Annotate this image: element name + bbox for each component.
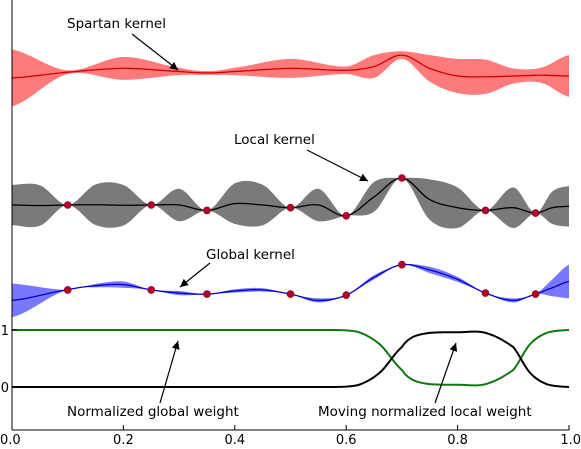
x-tick-label: 0.0 (0, 433, 21, 448)
local-observation-point (481, 206, 490, 215)
global-observation-point (398, 260, 406, 269)
annotation-global-kernel: Global kernel (206, 247, 295, 263)
global-observation-point (286, 290, 295, 298)
local-weight-arrow (434, 342, 457, 404)
spartan-arrow-head (169, 61, 178, 70)
local-observation-point (63, 201, 72, 209)
local-arrow-head (359, 173, 368, 181)
x-tick-label: 0.6 (336, 433, 357, 448)
local-observation-point (531, 209, 540, 217)
annotation-local-kernel: Local kernel (234, 132, 315, 148)
local-arrow (306, 149, 369, 182)
global-observation-point (63, 286, 72, 294)
y-tick-label: 1 (1, 324, 9, 339)
global-observation-point (531, 290, 540, 298)
local-observation-point (286, 203, 295, 212)
spartan-arrow (131, 33, 179, 71)
x-tick-label: 1.0 (560, 433, 581, 448)
global-weight-arrow (159, 340, 179, 404)
x-tick-label: 0.2 (113, 433, 134, 448)
local-observation-point (203, 206, 211, 215)
spartan-kernel-uncertainty-band (12, 49, 569, 107)
x-tick-label: 0.4 (224, 433, 245, 448)
annotation-normalized-global-weight: Normalized global weight (67, 404, 239, 420)
y-tick-label: 0 (1, 381, 9, 396)
local-observation-point (398, 174, 406, 182)
local-observation-point (342, 212, 351, 220)
x-tick-label: 0.8 (447, 433, 468, 448)
global-weight-line (12, 329, 569, 387)
spartan-kernel-mean-line (12, 54, 569, 79)
annotation-spartan-kernel: Spartan kernel (67, 16, 166, 32)
local-weight-line (12, 330, 569, 388)
global-observation-point (481, 289, 490, 297)
local-weight-arrow-head (449, 343, 458, 352)
global-observation-point (147, 286, 156, 294)
global-arrow-head (180, 278, 189, 287)
local-kernel-uncertainty-band (12, 177, 569, 229)
global-observation-point (342, 291, 351, 299)
global-weight-arrow-head (171, 341, 180, 350)
annotation-moving-normalized-local-weight: Moving normalized local weight (318, 404, 532, 420)
local-observation-point (147, 201, 156, 209)
global-observation-point (203, 290, 211, 298)
